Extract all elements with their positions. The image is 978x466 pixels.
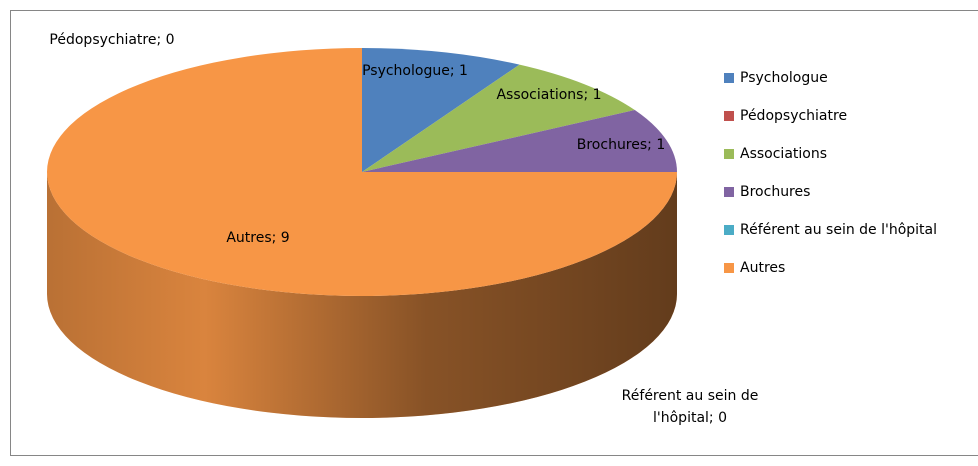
legend-label: Pédopsychiatre xyxy=(740,108,847,124)
data-label-box: Référent au sein de l'hôpital; 0 xyxy=(621,388,759,426)
slice xyxy=(47,48,677,296)
legend-label: Associations xyxy=(740,146,827,162)
slice xyxy=(362,48,520,172)
slice xyxy=(362,110,677,172)
slice xyxy=(362,64,635,172)
data-labels: Psychologue; 1 Pédopsychiatre; 0 Associati… xyxy=(49,32,759,426)
legend-swatch xyxy=(724,187,734,197)
data-label: Autres; 9 xyxy=(226,230,289,246)
data-label: Psychologue; 1 xyxy=(362,63,468,79)
data-label: Référent au sein de l'hôpital; 0 xyxy=(621,388,759,426)
side-shade xyxy=(47,172,677,418)
legend-label: Brochures xyxy=(740,184,810,200)
legend-swatch xyxy=(724,149,734,159)
legend-label: Référent au sein de l'hôpital xyxy=(740,222,937,238)
legend-label: Psychologue xyxy=(740,70,828,86)
data-label: Associations; 1 xyxy=(496,87,601,103)
legend-swatch xyxy=(724,225,734,235)
legend-swatch xyxy=(724,263,734,273)
data-label: Pédopsychiatre; 0 xyxy=(49,32,174,48)
legend-label: Autres xyxy=(740,260,785,276)
legend-swatch xyxy=(724,73,734,83)
legend-swatch xyxy=(724,111,734,121)
legend: Psychologue Pédopsychiatre Associations Bro… xyxy=(724,70,937,276)
pie xyxy=(47,48,677,418)
data-label: Brochures; 1 xyxy=(577,137,666,153)
